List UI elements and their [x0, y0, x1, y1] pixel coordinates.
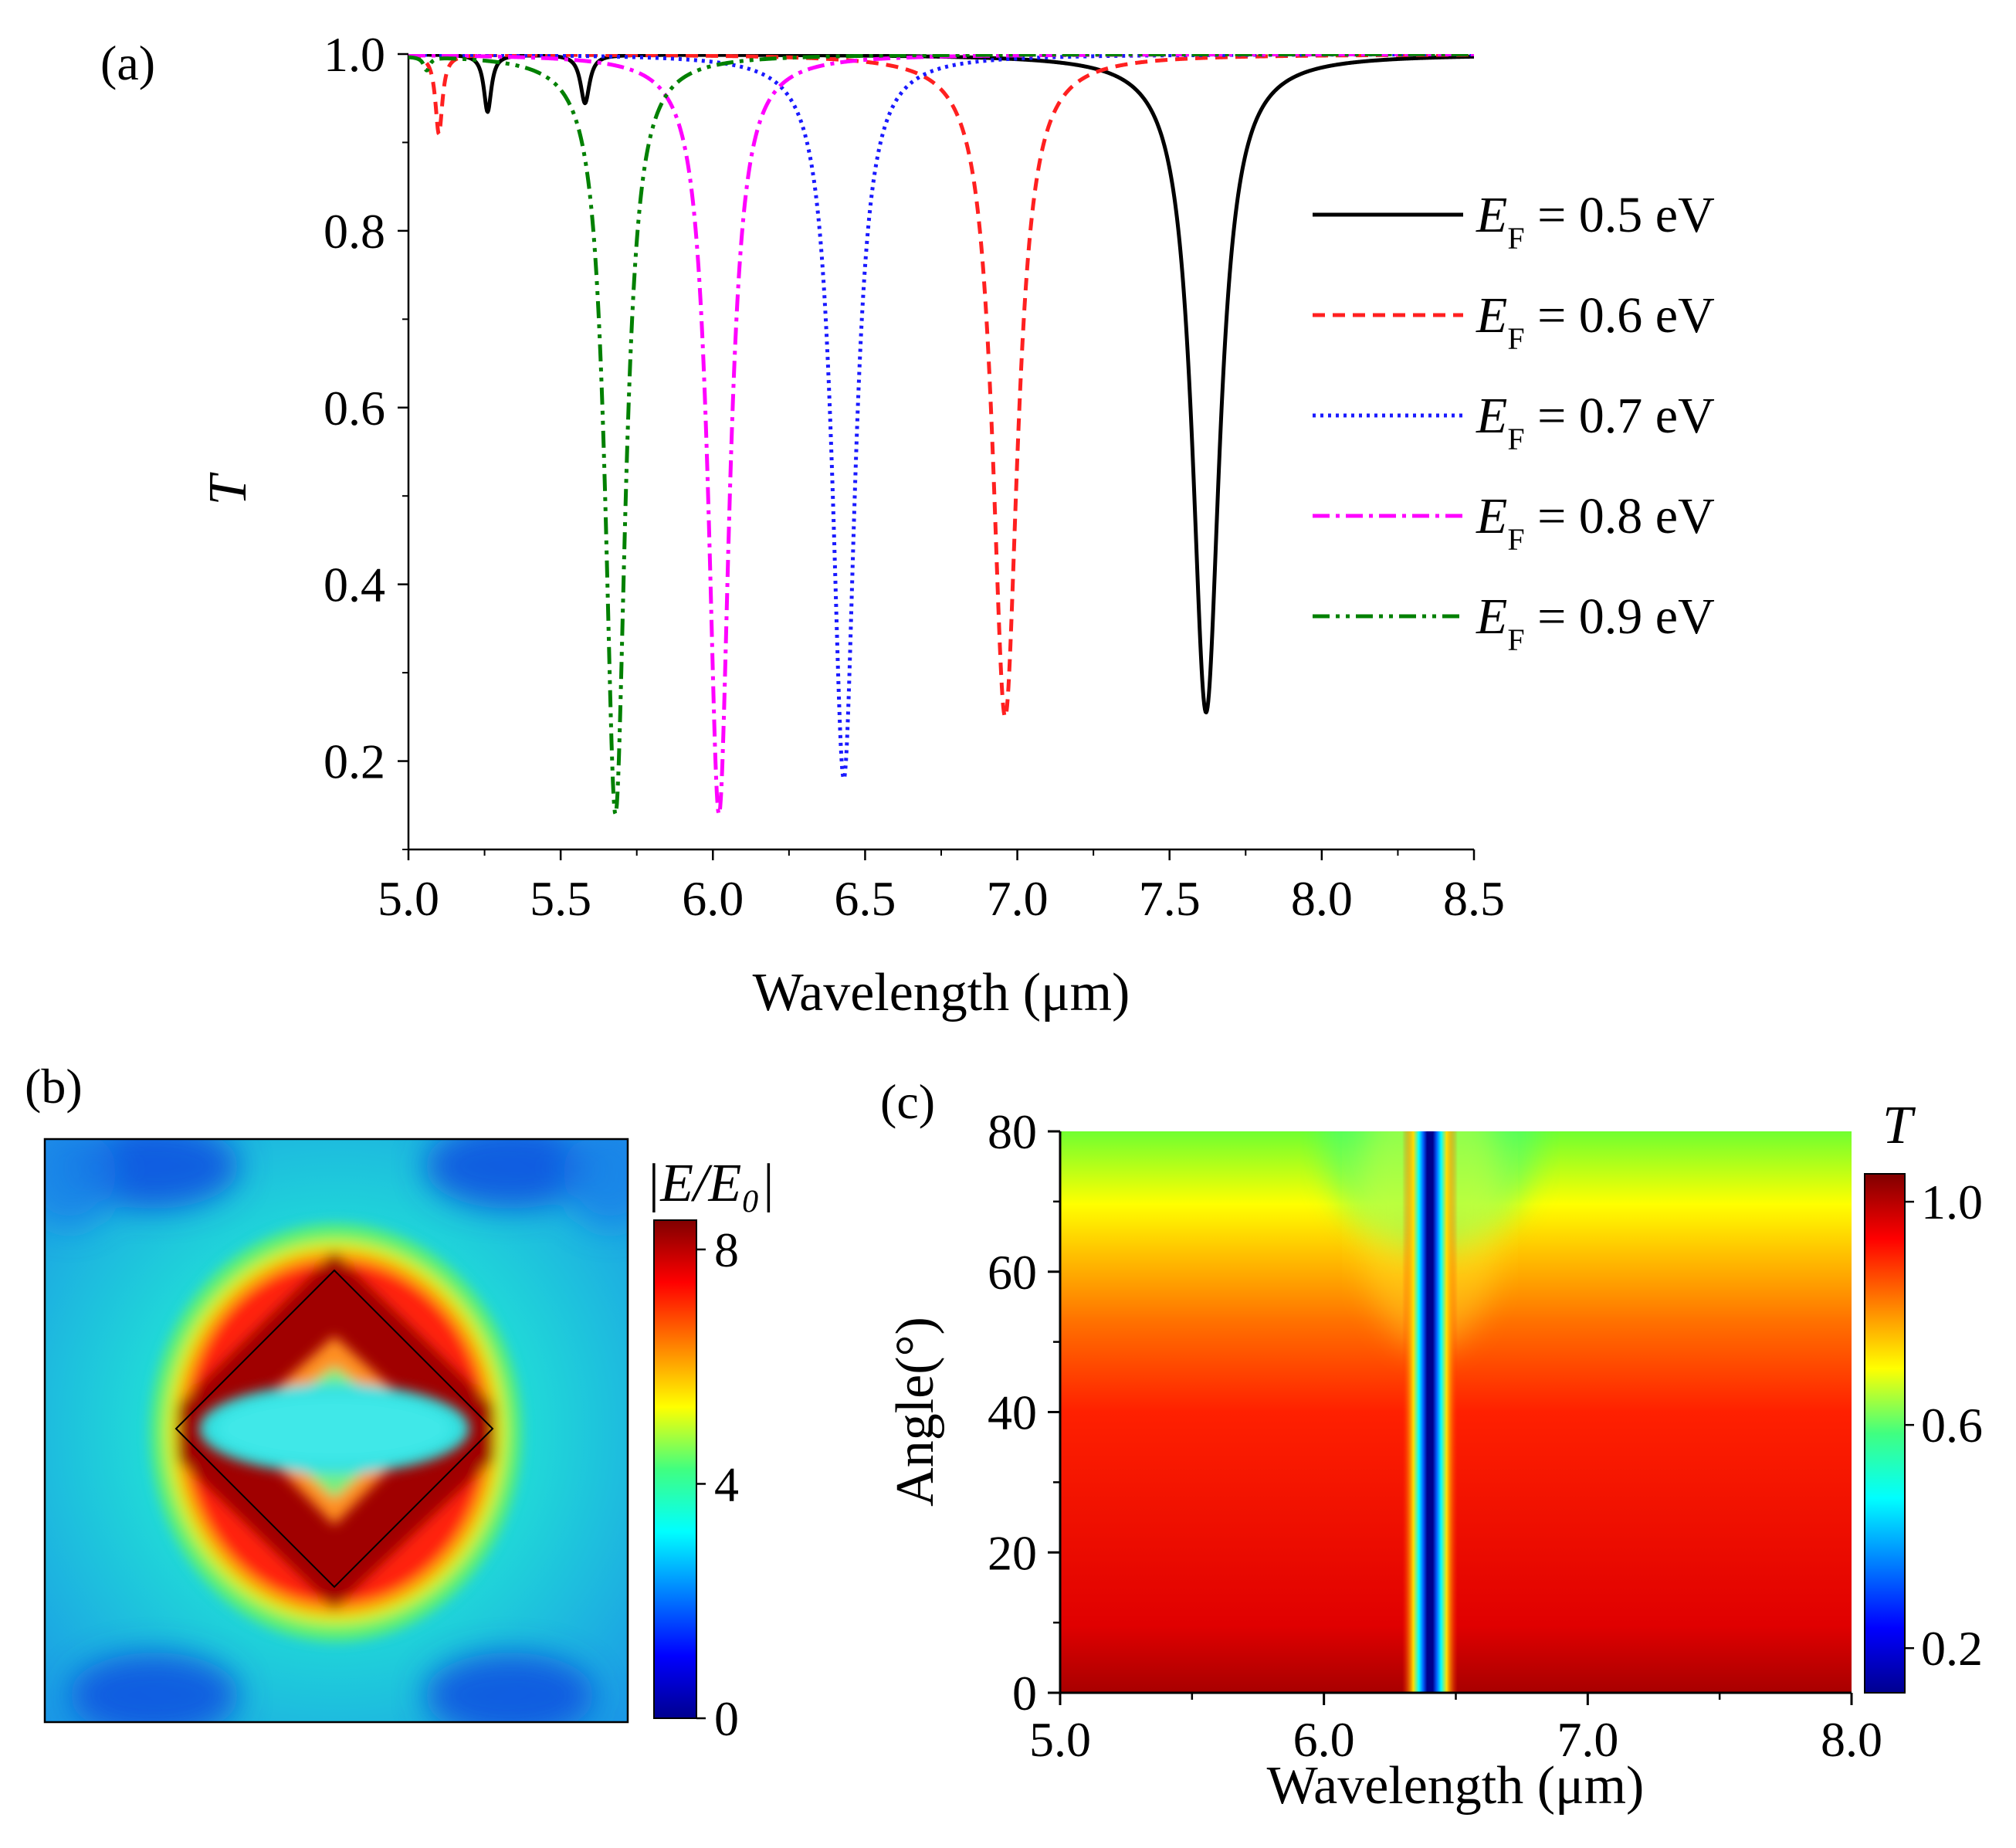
- panel-a-x-label: Wavelength (μm): [753, 963, 1130, 1022]
- panel-a-x-tick-label: 5.0: [378, 871, 439, 926]
- panel-c-colorbar-tick-label: 0.2: [1921, 1621, 1983, 1676]
- panel-a-x-tick-label: 7.0: [987, 871, 1049, 926]
- panel-a-y-tick-label: 0.6: [324, 381, 385, 436]
- panel-c-colorbar-label: T: [1882, 1096, 1916, 1155]
- panel-b-colorbar-ticks: 8 4 0: [696, 1222, 739, 1746]
- panel-a-x-tick-label: 8.0: [1291, 871, 1353, 926]
- panel-a-x-tick-label: 8.5: [1443, 871, 1505, 926]
- panel-c-colorbar-ticks: 1.0 0.6 0.2: [1905, 1175, 1983, 1676]
- panel-c-axes: 5.0 6.0 7.0 8.0 0 20 40 60 80: [988, 1104, 1882, 1767]
- panel-a-y-label: T: [198, 471, 258, 505]
- panel-b-field-map: [45, 1139, 628, 1722]
- panel-b: (b): [25, 1059, 775, 1746]
- legend-label: EF = 0.8 eV: [1476, 488, 1715, 557]
- panel-a-y-tick-label: 0.8: [324, 204, 385, 259]
- panel-c-y-tick-label: 20: [988, 1525, 1037, 1580]
- panel-c-colorbar-tick-label: 0.6: [1921, 1398, 1983, 1453]
- panel-a-label: (a): [100, 36, 155, 90]
- panel-a-series-line: [408, 54, 1474, 715]
- panel-c: (c) 5.0 6.0 7.0 8.0 0 20 40 60 80 Wavelength (μm…: [880, 1074, 1983, 1816]
- panel-b-colorbar-tick-label: 0: [714, 1691, 739, 1746]
- panel-a-x-tick-label: 5.5: [530, 871, 591, 926]
- panel-a-lines: [408, 54, 1474, 816]
- panel-c-x-tick-label: 8.0: [1821, 1712, 1882, 1767]
- panel-a-series-line: [408, 54, 1474, 816]
- panel-b-colorbar-label: |E/E₀|: [645, 1154, 775, 1213]
- panel-c-y-tick-label: 80: [988, 1104, 1037, 1159]
- panel-c-x-tick-label: 6.0: [1293, 1712, 1355, 1767]
- panel-b-label: (b): [25, 1059, 83, 1114]
- panel-a-axes: 5.0 5.5 6.0 6.5 7.0 7.5 8.0 8.5 0.2 0.4 0.6 0.8 1.0: [324, 27, 1505, 926]
- panel-c-label: (c): [880, 1074, 935, 1129]
- panel-a: (a) 5.0 5.5 6.0 6.5 7.0 7.5 8.0 8.5 0.2 0.4 0.6 0.8…: [100, 27, 1715, 1022]
- panel-b-colorbar-tick-label: 4: [714, 1456, 739, 1511]
- panel-c-colorbar: [1864, 1173, 1906, 1694]
- panel-b-colorbar: [653, 1219, 697, 1719]
- legend-label: EF = 0.7 eV: [1476, 388, 1715, 456]
- panel-c-colorbar-tick-label: 1.0: [1921, 1175, 1983, 1229]
- panel-c-y-label: Angle(°): [886, 1317, 945, 1507]
- legend-label: EF = 0.5 eV: [1476, 187, 1715, 256]
- legend-label: EF = 0.6 eV: [1476, 287, 1715, 356]
- panel-c-x-tick-label: 7.0: [1557, 1712, 1618, 1767]
- panel-a-x-tick-label: 7.5: [1139, 871, 1201, 926]
- panel-b-frame: [43, 1138, 629, 1724]
- panel-c-y-tick-label: 60: [988, 1245, 1037, 1300]
- panel-a-x-tick-label: 6.0: [682, 871, 744, 926]
- panel-a-series-line: [408, 54, 1474, 816]
- panel-a-legend: EF = 0.5 eV EF = 0.6 eV EF = 0.7 eV EF = 0.…: [1313, 187, 1715, 657]
- panel-a-x-tick-label: 6.5: [834, 871, 896, 926]
- panel-a-y-tick-label: 0.4: [324, 558, 385, 612]
- panel-b-colorbar-tick-label: 8: [714, 1222, 739, 1277]
- panel-a-series-line: [408, 54, 1474, 781]
- panel-c-y-tick-label: 0: [1012, 1666, 1037, 1721]
- panel-c-x-label: Wavelength (μm): [1267, 1756, 1645, 1816]
- panel-c-heatmap: [1060, 1131, 1852, 1693]
- panel-a-y-tick-label: 1.0: [324, 27, 385, 82]
- panel-c-x-tick-label: 5.0: [1029, 1712, 1091, 1767]
- panel-c-y-tick-label: 40: [988, 1385, 1037, 1440]
- legend-label: EF = 0.9 eV: [1476, 588, 1715, 657]
- panel-a-y-tick-label: 0.2: [324, 734, 385, 789]
